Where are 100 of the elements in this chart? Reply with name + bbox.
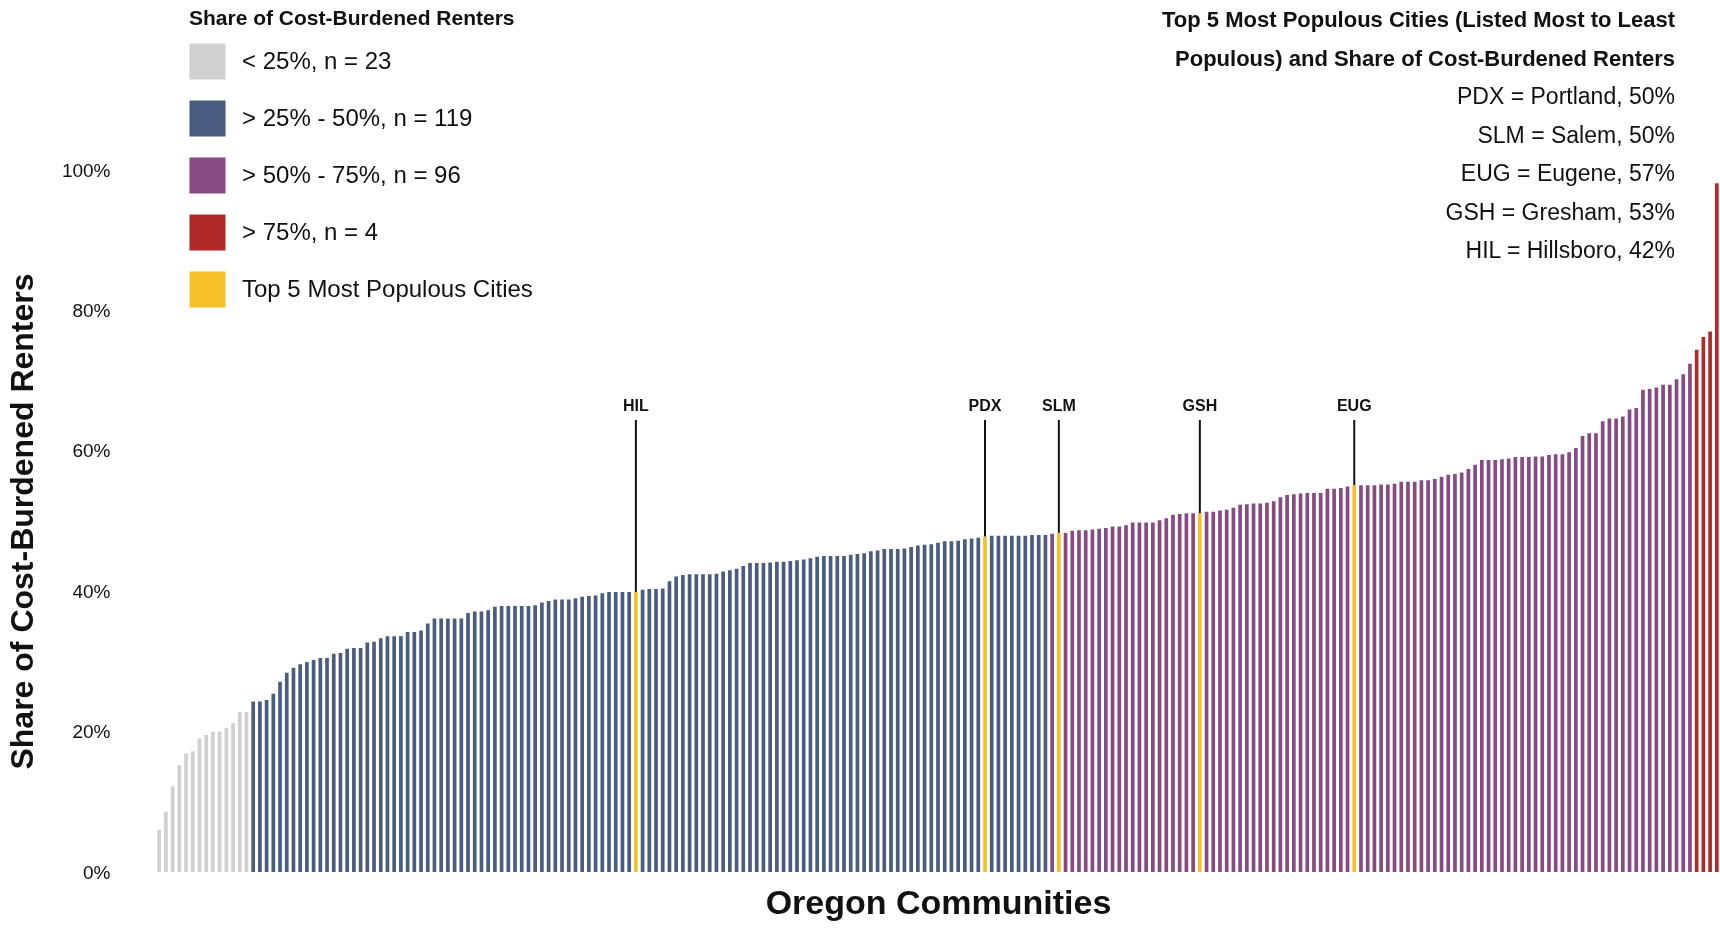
bar [1600,421,1605,872]
annotation: GSH = Gresham, 53% [1445,198,1675,225]
bar [271,693,276,872]
bar [224,728,229,872]
bar [1117,526,1122,872]
bar [419,630,423,872]
bar [1265,502,1269,872]
bar [1620,416,1625,872]
bar [204,735,209,872]
bar [392,636,397,872]
y-tick-label: 100% [61,159,111,181]
bar [801,559,806,872]
bar [721,571,725,872]
bar [352,648,356,872]
bar [439,618,444,872]
annotation: HIL [622,397,649,414]
legend-label: < 25%, n = 23 [242,46,392,74]
bar [1224,509,1229,872]
bar [741,565,746,872]
bar [1352,485,1357,872]
bar [956,540,960,872]
text: SLM = Salem, 50% [1477,121,1675,148]
bar [1191,513,1195,872]
bar [1211,511,1216,872]
bar [1473,464,1477,872]
bar [540,602,544,872]
bar [1144,522,1148,872]
bar [566,599,571,872]
bar [916,545,920,872]
y-tick-label: 80% [72,299,111,321]
bar [842,556,846,872]
bar [895,549,900,872]
bar [1338,488,1343,872]
bar [305,662,309,872]
bar [1104,528,1108,872]
bar [1647,389,1652,872]
bar [1426,480,1430,872]
bar [748,563,752,872]
bar [728,570,732,872]
bar [533,605,538,872]
bar [701,574,705,872]
bar [674,576,678,872]
bar [251,701,256,872]
bar [1258,503,1263,872]
bar [1130,522,1135,872]
text: Top 5 Most Populous Cities (Listed Most to Least Populous) and Share of Cost-Burdened Renters [1162,7,1676,71]
bar [345,648,350,872]
bar [318,657,323,872]
bar [1412,481,1417,872]
bar [1714,183,1719,872]
bar [486,610,491,872]
text: PDX = Portland, 50% [1457,83,1675,109]
bar [519,605,524,872]
bar [989,535,994,872]
legend-label: > 75%, n = 4 [242,217,379,245]
bar [983,536,987,872]
bar [654,589,658,872]
bar [1332,488,1336,872]
bar [788,561,793,872]
bar [835,556,840,872]
bar [1057,532,1061,872]
bar [660,588,665,872]
bar [1359,485,1363,872]
bar [1694,349,1699,872]
bar [1547,455,1551,872]
bar [1634,407,1639,872]
legend-label: > 50% - 75%, n = 96 [242,160,461,188]
bar [869,551,873,872]
bar [412,631,417,872]
bar [1312,492,1316,872]
bar [190,751,195,872]
bar [848,554,853,872]
bar [459,618,464,872]
bar [681,575,685,872]
bar [177,765,182,872]
bar [963,539,967,872]
y-axis-title: Share of Cost-Burdened Renters [3,273,40,770]
bar [164,811,168,872]
bar [936,542,940,872]
y-tick-label: 0% [83,861,111,883]
bar [1520,457,1524,872]
bar [1083,530,1088,872]
bar [278,681,282,872]
annotation: EUG [1336,397,1372,414]
bar [325,657,329,872]
bar [1285,495,1289,872]
bar [331,653,336,872]
bar [472,611,477,872]
bar [1385,484,1390,872]
bar [976,537,981,872]
bar [587,596,591,872]
bar [627,591,632,872]
bar [184,753,188,872]
bar [1365,485,1370,872]
bar [1573,447,1578,872]
bar [1030,535,1034,872]
bar [1177,513,1182,872]
bar [1050,533,1054,872]
bar [157,829,162,872]
bar [1238,504,1242,872]
